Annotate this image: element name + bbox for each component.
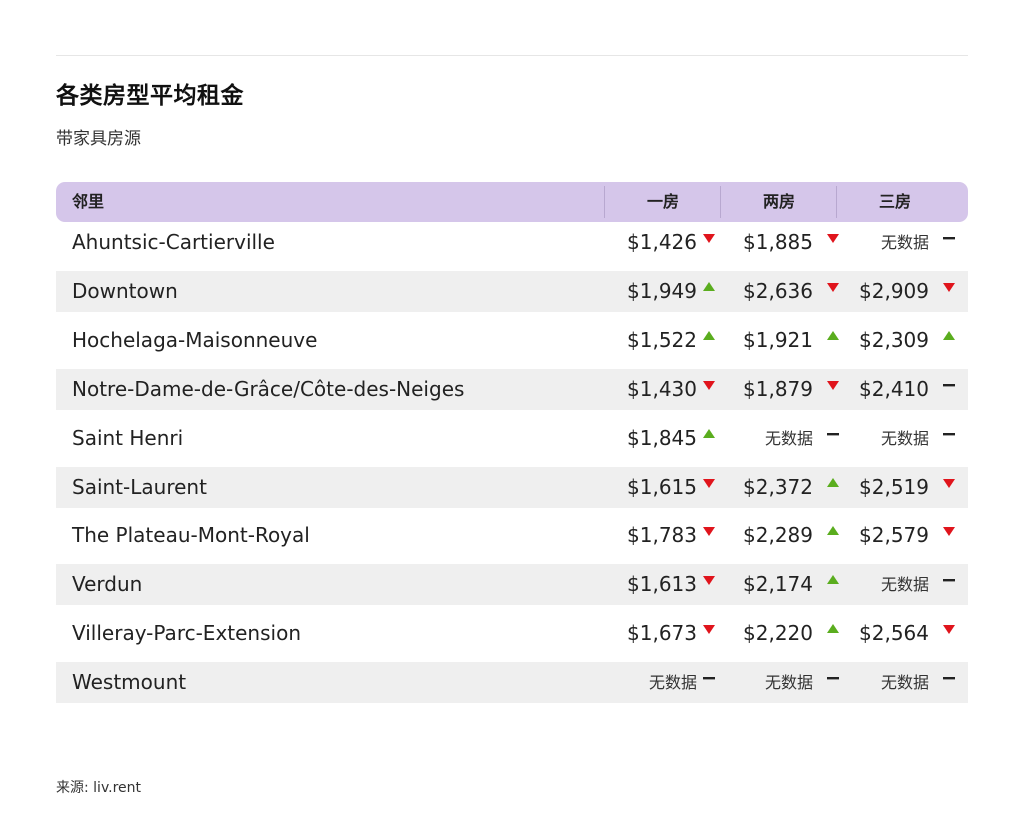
- rent-table: 邻里 一房 两房 三房 Ahuntsic-Cartierville $1,426 $…: [56, 182, 968, 710]
- triangle-down-icon: [703, 576, 715, 586]
- triangle-up-icon: [827, 624, 839, 634]
- two-bedroom-rent: 无数据: [764, 673, 813, 693]
- three-bedroom-rent: $2,410: [859, 376, 929, 401]
- header-three-bedroom: 三房: [878, 192, 911, 211]
- one-bedroom-rent: $1,845: [627, 425, 697, 450]
- triangle-down-icon: [703, 478, 715, 488]
- header-one-bedroom: 一房: [646, 192, 679, 211]
- two-bedroom-rent: $2,636: [743, 278, 813, 303]
- triangle-down-icon: [943, 282, 955, 292]
- one-bedroom-rent: $1,613: [627, 572, 697, 597]
- table-row: Saint-Laurent $1,615 $2,372 $2,519: [56, 466, 968, 508]
- triangle-up-icon: [703, 330, 715, 340]
- triangle-down-icon: [827, 234, 839, 243]
- one-bedroom-rent: $1,673: [627, 621, 697, 646]
- two-bedroom-rent: $2,372: [743, 474, 813, 499]
- table-row: Villeray-Parc-Extension $1,673 $2,220 $2,56…: [56, 613, 968, 654]
- dash-icon: [827, 677, 839, 680]
- table-header: 邻里 一房 两房 三房: [56, 182, 968, 222]
- neighbourhood-name: Notre-Dame-de-Grâce/Côte-des-Neiges: [72, 376, 465, 401]
- triangle-down-icon: [703, 380, 715, 390]
- header-two-bedroom: 两房: [762, 192, 795, 211]
- table-row: Verdun $1,613 $2,174 无数据: [56, 564, 968, 606]
- three-bedroom-rent: $2,579: [859, 523, 929, 548]
- one-bedroom-rent: $1,426: [627, 230, 697, 254]
- triangle-down-icon: [943, 527, 955, 537]
- three-bedroom-rent: $2,519: [859, 474, 929, 499]
- table-row: Downtown $1,949 $2,636 $2,909: [56, 270, 968, 312]
- triangle-up-icon: [703, 281, 715, 291]
- two-bedroom-rent: $1,879: [743, 376, 813, 401]
- header-neighbourhood: 邻里: [72, 192, 105, 211]
- two-bedroom-rent: $1,921: [743, 327, 813, 352]
- three-bedroom-rent: 无数据: [880, 673, 929, 693]
- neighbourhood-name: Saint Henri: [72, 425, 184, 450]
- three-bedroom-rent: 无数据: [880, 233, 929, 252]
- one-bedroom-rent: $1,430: [627, 376, 697, 401]
- two-bedroom-rent: $2,220: [743, 621, 813, 646]
- one-bedroom-rent: 无数据: [648, 673, 697, 693]
- top-divider: [56, 55, 968, 56]
- dash-icon: [943, 383, 955, 387]
- triangle-up-icon: [703, 428, 715, 438]
- three-bedroom-rent: $2,564: [859, 621, 929, 646]
- header-divider: [604, 186, 605, 218]
- neighbourhood-name: Downtown: [72, 278, 178, 303]
- source-footer: 来源: liv.rent: [56, 780, 142, 796]
- two-bedroom-rent: $2,289: [743, 523, 813, 548]
- triangle-down-icon: [703, 234, 715, 243]
- table-row: Ahuntsic-Cartierville $1,426 $1,885 无数据: [56, 222, 968, 263]
- one-bedroom-rent: $1,522: [627, 327, 697, 352]
- three-bedroom-rent: 无数据: [880, 575, 929, 595]
- dash-icon: [827, 432, 839, 435]
- triangle-down-icon: [703, 625, 715, 635]
- table-body: Ahuntsic-Cartierville $1,426 $1,885 无数据 Down…: [56, 222, 968, 710]
- dash-icon: [943, 432, 955, 435]
- triangle-down-icon: [703, 527, 715, 537]
- table-row: Westmount 无数据 无数据 无数据: [56, 662, 968, 704]
- triangle-down-icon: [827, 380, 839, 390]
- three-bedroom-rent: $2,909: [859, 278, 929, 303]
- table-row: Saint Henri $1,845 无数据 无数据: [56, 418, 968, 459]
- page-subtitle: 带家具房源: [56, 129, 141, 149]
- dash-icon: [703, 677, 715, 680]
- neighbourhood-name: Ahuntsic-Cartierville: [72, 230, 275, 254]
- three-bedroom-rent: $2,309: [859, 327, 929, 352]
- table-row: Notre-Dame-de-Grâce/Côte-des-Neiges $1,43…: [56, 368, 968, 410]
- dash-icon: [943, 579, 955, 582]
- table-row: Hochelaga-Maisonneuve $1,522 $1,921 $2,309: [56, 320, 968, 361]
- dash-icon: [943, 677, 955, 680]
- two-bedroom-rent: $1,885: [743, 230, 813, 254]
- one-bedroom-rent: $1,615: [627, 474, 697, 499]
- table-row: The Plateau-Mont-Royal $1,783 $2,289 $2,579: [56, 515, 968, 556]
- dash-icon: [943, 237, 955, 240]
- one-bedroom-rent: $1,949: [627, 278, 697, 303]
- neighbourhood-name: Saint-Laurent: [72, 474, 207, 499]
- neighbourhood-name: Westmount: [72, 670, 187, 695]
- neighbourhood-name: Villeray-Parc-Extension: [72, 621, 301, 646]
- neighbourhood-name: The Plateau-Mont-Royal: [72, 523, 310, 548]
- one-bedroom-rent: $1,783: [627, 523, 697, 548]
- header-divider: [720, 186, 721, 218]
- two-bedroom-rent: 无数据: [764, 428, 813, 448]
- triangle-down-icon: [827, 282, 839, 292]
- page-title: 各类房型平均租金: [56, 83, 244, 109]
- neighbourhood-name: Hochelaga-Maisonneuve: [72, 327, 318, 352]
- triangle-up-icon: [827, 575, 839, 585]
- two-bedroom-rent: $2,174: [743, 572, 813, 597]
- triangle-up-icon: [943, 330, 955, 340]
- triangle-up-icon: [827, 477, 839, 487]
- header-divider: [836, 186, 837, 218]
- triangle-down-icon: [943, 625, 955, 635]
- three-bedroom-rent: 无数据: [880, 428, 929, 448]
- triangle-up-icon: [827, 526, 839, 536]
- neighbourhood-name: Verdun: [72, 572, 143, 597]
- triangle-down-icon: [943, 478, 955, 488]
- triangle-up-icon: [827, 330, 839, 340]
